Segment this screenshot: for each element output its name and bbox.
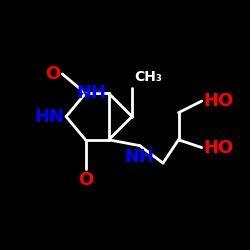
- Text: O: O: [78, 171, 93, 189]
- Text: HO: HO: [204, 92, 234, 110]
- Text: CH₃: CH₃: [134, 70, 162, 84]
- Text: NH: NH: [125, 148, 155, 166]
- Text: NH: NH: [77, 84, 107, 102]
- Text: O: O: [45, 65, 60, 83]
- Text: HO: HO: [204, 138, 234, 156]
- Text: HN: HN: [34, 108, 64, 126]
